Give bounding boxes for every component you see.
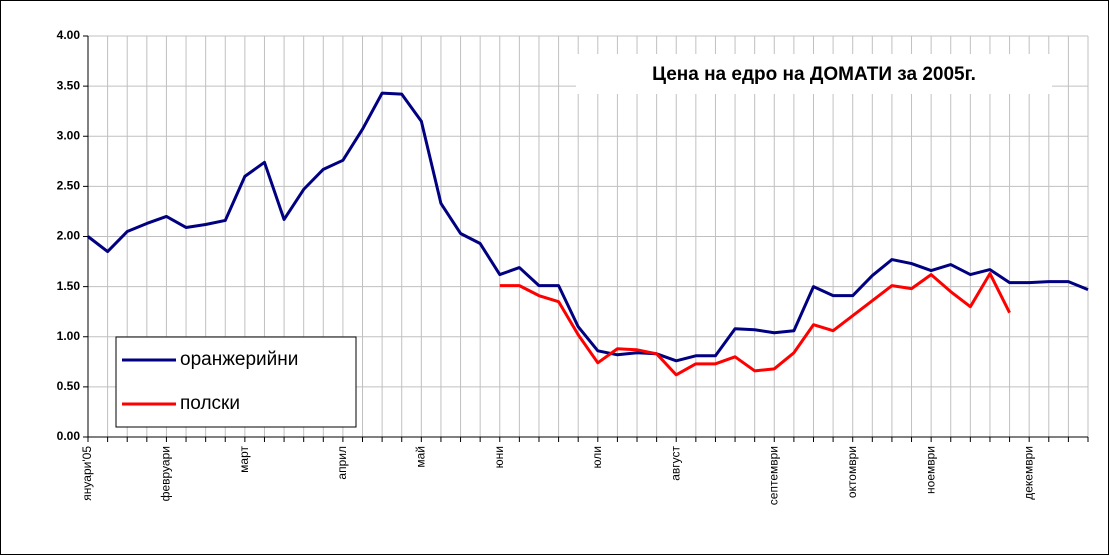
y-tick-label: 1.00 <box>57 329 81 343</box>
series-line <box>499 272 1011 377</box>
series-line <box>87 91 1089 363</box>
y-tick-label: 2.50 <box>57 179 81 193</box>
legend-box <box>115 336 357 428</box>
title-box <box>576 54 1052 94</box>
y-tick-label: 0.00 <box>57 429 81 443</box>
x-tick-label: септември <box>766 446 780 505</box>
x-tick-label: април <box>335 446 349 480</box>
y-tick-label: 3.50 <box>57 78 81 92</box>
x-tick-label: януари'05 <box>80 446 94 501</box>
y-tick-label: 1.50 <box>57 279 81 293</box>
x-tick-label: май <box>414 446 428 468</box>
x-tick-label: август <box>668 446 682 481</box>
x-tick-label: декември <box>1021 446 1035 500</box>
y-tick-label: 3.00 <box>57 128 81 142</box>
x-tick-label: юли <box>590 446 604 468</box>
legend-label: оранжерийни <box>180 349 298 370</box>
x-tick-label: февруари <box>159 446 173 501</box>
x-tick-label: октомври <box>845 446 859 498</box>
y-tick-label: 4.00 <box>57 28 81 42</box>
chart-title: Цена на едро на ДОМАТИ за 2005г. <box>652 64 976 85</box>
x-tick-label: юни <box>492 446 506 468</box>
legend-label: полски <box>180 393 240 414</box>
x-tick-label: март <box>237 446 251 473</box>
y-tick-label: 2.00 <box>57 229 81 243</box>
y-tick-label: 0.50 <box>57 379 81 393</box>
x-tick-label: ноември <box>923 446 937 494</box>
